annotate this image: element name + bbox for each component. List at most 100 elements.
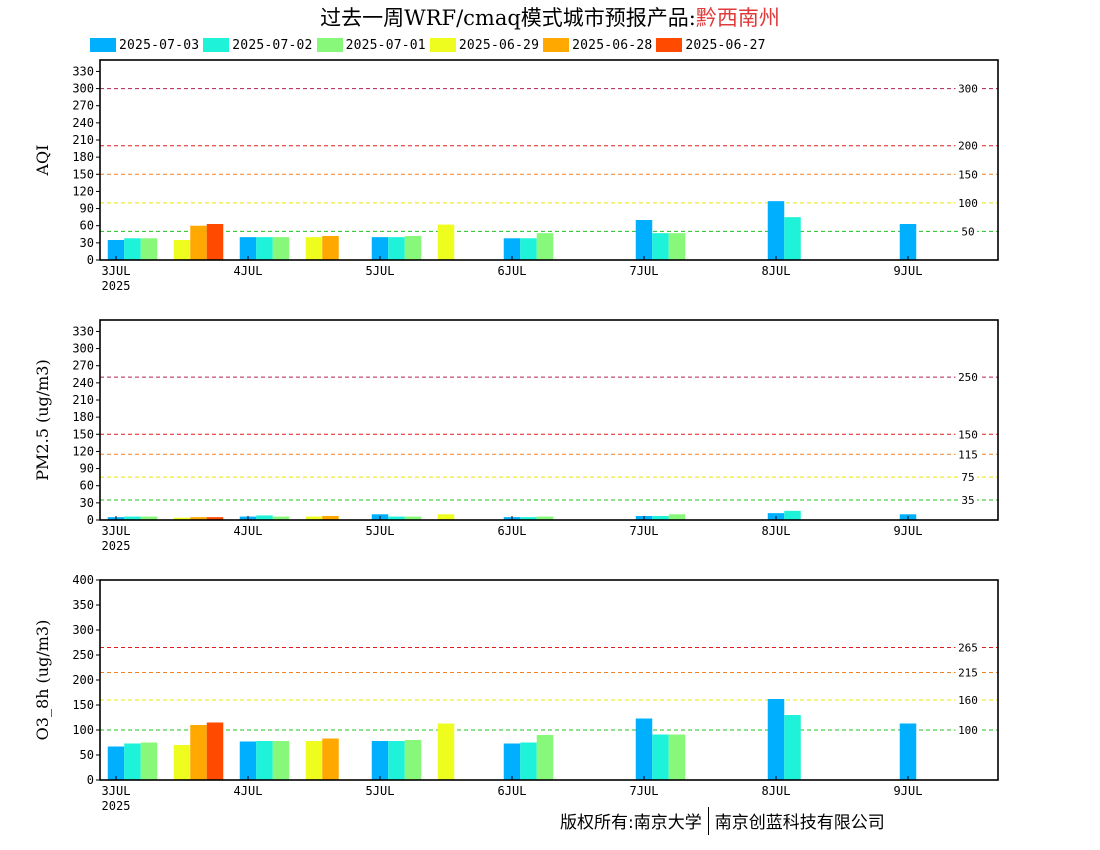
x-tick-label: 4JUL xyxy=(234,784,263,798)
chart-panel: 250 150 115 75 35 0 30 60 90 120 150 180 210 240 270 30… xyxy=(33,319,999,553)
bar xyxy=(140,516,158,520)
y-tick-label: 300 xyxy=(72,623,94,637)
y-axis-label: O3_8h (ug/m3) xyxy=(33,620,52,741)
y-tick-label: 150 xyxy=(72,698,94,712)
y-tick-label: 270 xyxy=(72,99,94,113)
copyright: 版权所有:南京大学 南京创蓝科技有限公司 xyxy=(560,807,885,837)
threshold-label-bg xyxy=(955,428,981,440)
y-tick-label: 60 xyxy=(80,219,94,233)
title-prefix: 过去一周WRF/cmaq模式城市预报产品: xyxy=(320,6,696,30)
bar xyxy=(784,217,801,260)
bar xyxy=(305,741,323,780)
bar xyxy=(536,735,554,780)
x-tick-label: 8JUL xyxy=(762,524,791,538)
legend-swatch xyxy=(543,38,570,52)
bar xyxy=(652,516,669,520)
bar xyxy=(437,723,455,780)
threshold-label-bg xyxy=(955,641,981,653)
bar xyxy=(173,240,191,260)
threshold-label-bg xyxy=(955,448,981,460)
bar xyxy=(635,718,653,780)
x-tick-label: 3JUL xyxy=(102,264,131,278)
legend-label: 2025-07-02 xyxy=(232,37,313,53)
bar xyxy=(784,510,801,520)
y-tick-label: 60 xyxy=(80,479,94,493)
bar xyxy=(206,722,224,780)
bar xyxy=(668,734,686,780)
threshold-label-bg xyxy=(959,494,977,505)
y-tick-label: 300 xyxy=(72,342,94,356)
legend-swatch xyxy=(316,38,343,52)
bar xyxy=(256,515,273,520)
x-tick-label: 4JUL xyxy=(234,264,263,278)
y-tick-label: 330 xyxy=(72,64,94,78)
y-tick-label: 180 xyxy=(72,410,94,424)
bar xyxy=(124,743,141,780)
threshold-label: 35 xyxy=(961,494,974,507)
y-tick-label: 180 xyxy=(72,150,94,164)
bar xyxy=(206,224,224,260)
x-tick-label: 9JUL xyxy=(894,264,923,278)
y-tick-label: 300 xyxy=(72,82,94,96)
bar xyxy=(520,742,537,780)
legend-swatch xyxy=(429,38,456,52)
y-tick-label: 210 xyxy=(72,133,94,147)
y-tick-label: 240 xyxy=(72,116,94,130)
bar xyxy=(668,514,686,520)
copyright-owner: 版权所有:南京大学 xyxy=(560,813,702,833)
bar xyxy=(107,240,125,260)
bar xyxy=(388,237,405,260)
threshold-label-bg xyxy=(955,694,981,705)
x-year-label: 2025 xyxy=(102,799,131,813)
threshold-label-bg xyxy=(955,371,981,383)
y-tick-label: 200 xyxy=(72,673,94,687)
legend-item: 2025-07-03 xyxy=(90,38,199,53)
bar xyxy=(256,741,273,780)
y-tick-label: 120 xyxy=(72,444,94,458)
threshold-label: 250 xyxy=(958,371,978,384)
bar xyxy=(503,743,521,780)
plot-frame xyxy=(99,319,999,521)
bar xyxy=(305,237,323,260)
plot-frame xyxy=(99,59,999,261)
threshold-label: 50 xyxy=(961,225,974,238)
y-tick-label: 0 xyxy=(87,253,94,267)
bar xyxy=(256,237,273,260)
y-tick-label: 250 xyxy=(72,648,94,662)
x-year-label: 2025 xyxy=(102,279,131,293)
y-tick-label: 210 xyxy=(72,393,94,407)
threshold-label: 300 xyxy=(958,83,978,96)
bar xyxy=(520,517,537,520)
bar xyxy=(899,224,917,260)
x-year-label: 2025 xyxy=(102,539,131,553)
legend-item: 2025-06-28 xyxy=(543,38,652,53)
bar xyxy=(404,236,422,260)
legend-item: 2025-07-02 xyxy=(203,38,312,53)
copyright-separator xyxy=(707,807,709,835)
bar xyxy=(305,516,323,520)
threshold-label-bg xyxy=(955,168,981,180)
legend-label: 2025-07-03 xyxy=(119,37,200,53)
legend-label: 2025-06-27 xyxy=(685,37,766,53)
threshold-label: 150 xyxy=(958,168,978,181)
x-tick-label: 5JUL xyxy=(366,524,395,538)
threshold-label-bg xyxy=(955,139,981,151)
threshold-label-bg xyxy=(955,82,981,94)
y-tick-label: 350 xyxy=(72,598,94,612)
bar xyxy=(404,740,422,780)
bar xyxy=(124,238,141,260)
y-tick-label: 150 xyxy=(72,167,94,181)
bar xyxy=(107,746,125,780)
threshold-label: 75 xyxy=(961,471,974,484)
threshold-label-bg xyxy=(959,471,977,483)
legend-label: 2025-06-28 xyxy=(572,37,653,53)
bar xyxy=(767,201,785,260)
bar xyxy=(899,723,917,780)
x-tick-label: 4JUL xyxy=(234,524,263,538)
bar xyxy=(140,742,158,780)
bar xyxy=(437,224,455,260)
bar xyxy=(536,516,554,520)
bar xyxy=(272,516,290,520)
bar xyxy=(173,517,191,520)
